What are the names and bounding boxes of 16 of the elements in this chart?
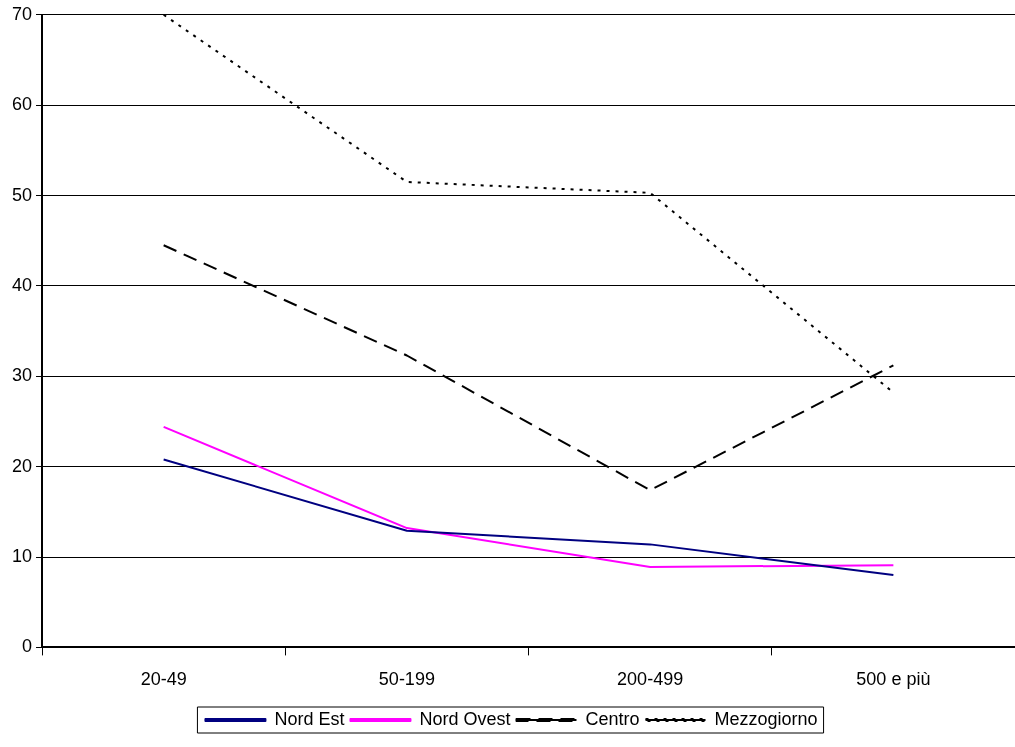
y-tick-label: 10 bbox=[11, 546, 33, 566]
y-tick-label: 70 bbox=[11, 3, 33, 24]
y-tick-label: 60 bbox=[11, 94, 33, 115]
legend-label: Nord Est bbox=[274, 708, 345, 729]
y-tick-label: 30 bbox=[11, 365, 33, 386]
x-tick-label: 50-199 bbox=[378, 669, 435, 690]
x-tick-label: 20-49 bbox=[140, 669, 187, 690]
x-tick-label: 200-499 bbox=[617, 669, 684, 690]
x-tick-label: 500 e più bbox=[856, 669, 931, 690]
y-tick-label: 40 bbox=[11, 274, 33, 295]
y-tick-label: 20 bbox=[11, 455, 33, 476]
legend-label: Mezzogiorno bbox=[714, 708, 818, 729]
legend-label: Nord Ovest bbox=[419, 708, 511, 729]
y-tick-label: 0 bbox=[22, 636, 33, 657]
legend-label: Centro bbox=[585, 708, 640, 729]
y-tick-label: 50 bbox=[11, 184, 33, 205]
